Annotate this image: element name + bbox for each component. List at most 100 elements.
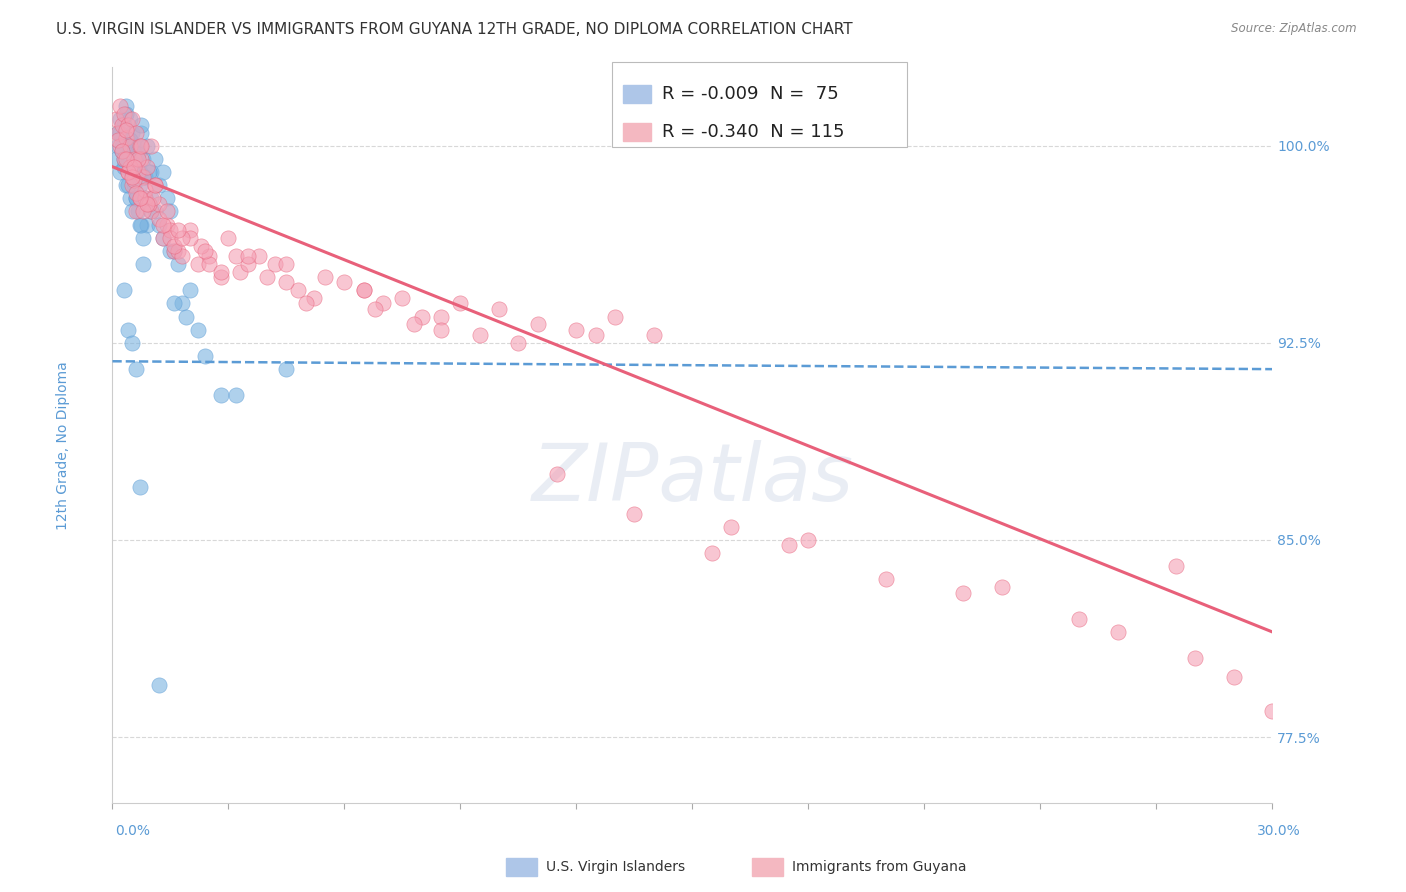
Point [115,178,138,193]
Point [174,310,197,324]
Point [121,204,143,219]
Point [152,231,174,245]
Point [112,118,135,132]
Point [186,323,209,337]
Point [700,546,723,560]
Point [121,335,143,350]
Point [107,126,129,140]
Point [209,388,232,402]
Point [131,126,153,140]
Point [353,283,375,297]
Point [141,204,163,219]
Point [128,480,150,494]
Point [167,257,190,271]
Point [163,244,186,258]
Point [117,138,139,153]
Point [128,218,150,232]
Text: U.S. Virgin Islanders: U.S. Virgin Islanders [546,860,685,874]
Point [720,520,742,534]
Point [124,191,148,205]
Point [131,118,153,132]
Point [138,165,160,179]
Point [225,249,247,263]
Point [110,99,132,113]
Point [194,349,217,363]
Point [122,173,145,187]
Point [623,507,645,521]
Point [333,276,356,290]
Point [643,328,665,343]
Point [194,244,217,258]
Point [364,301,387,316]
Point [112,152,135,166]
Point [148,178,170,193]
Point [131,218,153,232]
Point [391,291,413,305]
Point [186,257,209,271]
Point [124,191,148,205]
Point [134,191,156,205]
Point [127,152,149,166]
Point [778,538,800,552]
Point [115,99,138,113]
Point [952,585,974,599]
Point [122,152,145,166]
Point [163,296,186,310]
Point [159,244,181,258]
Point [295,296,318,310]
Point [131,152,153,166]
Point [353,283,375,297]
Point [131,138,153,153]
Point [148,218,170,232]
Point [302,291,325,305]
Point [1261,704,1284,718]
Point [155,204,177,219]
Point [143,204,166,219]
Point [264,257,287,271]
Point [107,138,129,153]
Point [430,323,453,337]
Point [112,107,135,121]
Point [128,178,150,193]
Point [229,265,252,279]
Point [172,231,194,245]
Point [117,178,139,193]
Point [508,335,530,350]
Point [276,362,298,376]
Point [1164,559,1187,574]
Point [875,573,897,587]
Text: U.S. VIRGIN ISLANDER VS IMMIGRANTS FROM GUYANA 12TH GRADE, NO DIPLOMA CORRELATIO: U.S. VIRGIN ISLANDER VS IMMIGRANTS FROM … [56,22,853,37]
Point [430,310,453,324]
Point [152,218,174,232]
Point [152,231,174,245]
Point [314,270,336,285]
Point [127,138,149,153]
Point [190,238,212,252]
Point [163,238,186,252]
Point [127,204,149,219]
Point [179,223,201,237]
Point [468,328,491,343]
Point [1069,612,1091,626]
Text: Source: ZipAtlas.com: Source: ZipAtlas.com [1232,22,1357,36]
Point [526,318,548,332]
Point [122,160,145,174]
Point [136,218,159,232]
Point [163,244,186,258]
Point [141,138,163,153]
Point [115,107,138,121]
Point [121,170,143,185]
Point [565,323,588,337]
Point [127,165,149,179]
Point [450,296,472,310]
Point [117,165,139,179]
Point [110,165,132,179]
Point [990,580,1012,594]
Point [111,144,134,158]
Text: R = -0.009  N =  75: R = -0.009 N = 75 [662,85,839,103]
Point [276,276,298,290]
Text: 12th Grade, No Diploma: 12th Grade, No Diploma [56,361,70,531]
Point [127,146,149,161]
Point [107,133,129,147]
Point [132,204,155,219]
